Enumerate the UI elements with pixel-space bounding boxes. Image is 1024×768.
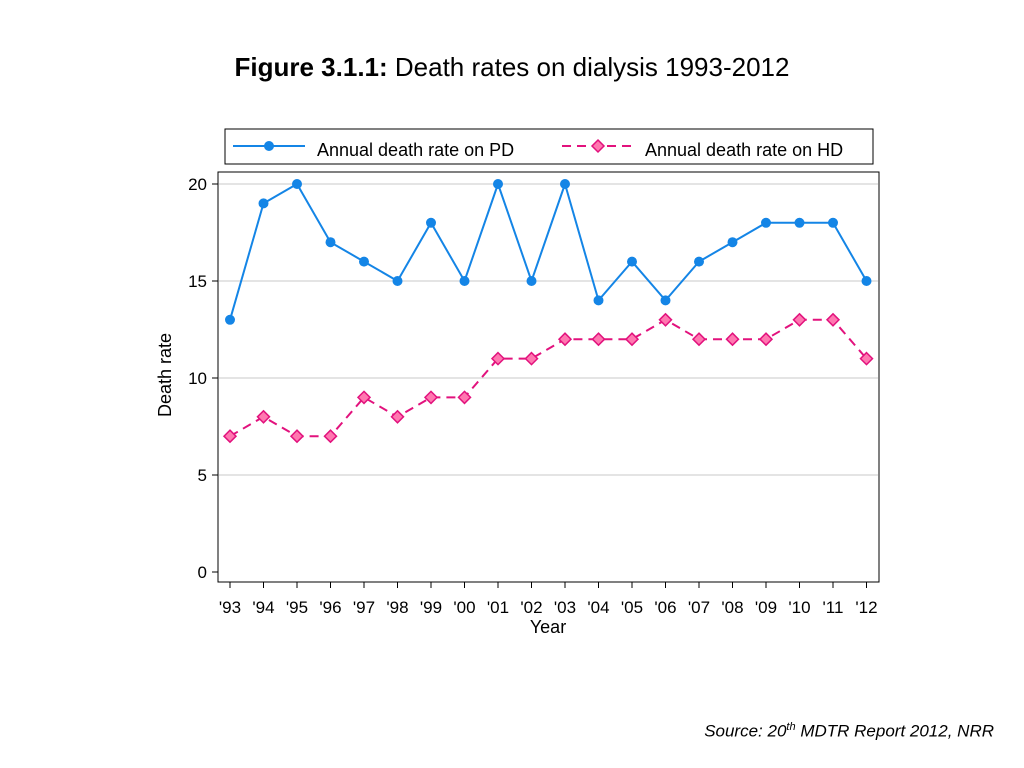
data-point [256, 409, 271, 424]
y-axis: 0 5 10 15 20 [188, 175, 218, 582]
data-point [624, 332, 640, 347]
x-tick-label: '11 [823, 598, 844, 617]
data-point [490, 351, 506, 366]
source-suffix: MDTR Report 2012, NRR [795, 721, 994, 741]
y-axis-label: Death rate [155, 333, 175, 417]
x-axis-label: Year [530, 617, 566, 637]
data-point [560, 179, 570, 189]
data-point [861, 276, 872, 286]
data-point [356, 390, 372, 405]
data-point [591, 332, 606, 347]
legend-pd-label: Annual death rate on PD [317, 140, 514, 160]
series-line [229, 183, 868, 321]
data-point [761, 217, 771, 228]
x-tick-label: '07 [688, 598, 710, 617]
x-tick-label: '09 [755, 598, 777, 617]
data-point [457, 390, 472, 405]
data-point [359, 256, 369, 267]
data-point [758, 332, 774, 347]
series-layer [222, 179, 874, 444]
x-tick-label: '93 [219, 598, 241, 617]
data-point [725, 332, 740, 347]
data-point [423, 390, 439, 405]
y-tick-label: 10 [188, 369, 207, 388]
data-point [323, 429, 338, 444]
y-tick-label: 15 [188, 272, 207, 291]
data-point [660, 295, 671, 306]
y-tick-label: 0 [198, 563, 207, 582]
x-tick-label: '98 [386, 598, 408, 617]
data-point [825, 312, 841, 327]
data-point [526, 276, 537, 286]
x-tick-label: '04 [587, 598, 609, 617]
source-superscript: th [786, 721, 796, 733]
data-point [658, 312, 673, 327]
data-point [859, 351, 874, 366]
data-point [792, 312, 807, 327]
y-tick-label: 20 [188, 175, 207, 194]
data-point [794, 217, 805, 228]
x-tick-label: '08 [721, 598, 743, 617]
data-point [292, 179, 302, 189]
x-tick-label: '12 [855, 598, 877, 617]
data-point [392, 276, 403, 286]
data-point [727, 237, 738, 248]
figure-label: Figure 3.1.1: [234, 52, 388, 82]
series-pd [225, 179, 872, 325]
data-point [493, 179, 503, 189]
data-point [225, 314, 235, 325]
x-tick-label: '97 [353, 598, 375, 617]
x-tick-label: '05 [621, 598, 643, 617]
legend-hd-label: Annual death rate on HD [645, 140, 843, 160]
x-tick-label: '01 [487, 598, 509, 617]
legend-pd-marker [264, 141, 274, 151]
x-tick-label: '96 [319, 598, 341, 617]
data-point [459, 276, 470, 286]
source-prefix: Source: 20 [704, 721, 787, 741]
data-point [627, 256, 637, 267]
y-tick-label: 5 [198, 466, 207, 485]
data-point [524, 351, 539, 366]
data-point [828, 217, 838, 228]
data-point [390, 409, 405, 424]
data-point [426, 217, 436, 228]
data-point [222, 429, 238, 444]
data-point [593, 295, 604, 306]
x-tick-label: '99 [420, 598, 442, 617]
x-axis: '93 '94 '95 '96 '97 '98 '99 '00 '01 '02 '03 '04 '05 '… [219, 582, 878, 617]
x-tick-label: '10 [788, 598, 810, 617]
x-tick-label: '00 [453, 598, 475, 617]
data-point [258, 198, 269, 209]
x-tick-label: '06 [654, 598, 676, 617]
x-tick-label: '03 [554, 598, 576, 617]
data-point [557, 332, 573, 347]
figure-title: Figure 3.1.1: Death rates on dialysis 19… [0, 52, 1024, 83]
gridlines [219, 183, 878, 476]
data-point [325, 237, 336, 248]
series-hd [222, 312, 874, 444]
x-tick-label: '95 [286, 598, 308, 617]
legend-hd-marker [590, 138, 606, 154]
figure-title-text: Death rates on dialysis 1993-2012 [394, 52, 790, 82]
data-point [694, 256, 704, 267]
legend-box [224, 128, 874, 165]
legend: Annual death rate on PD Annual death rat… [224, 128, 874, 165]
data-point [691, 332, 707, 347]
data-point [289, 429, 305, 444]
x-tick-label: '94 [252, 598, 274, 617]
x-tick-label: '02 [520, 598, 542, 617]
source-note: Source: 20th MDTR Report 2012, NRR [704, 721, 994, 742]
